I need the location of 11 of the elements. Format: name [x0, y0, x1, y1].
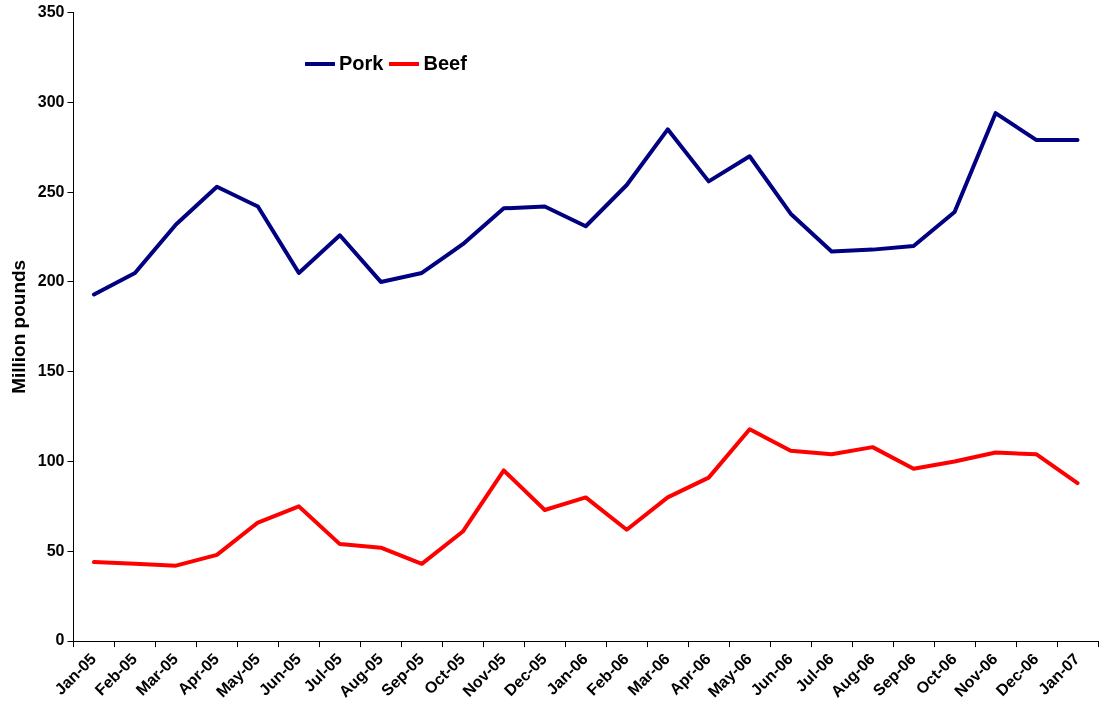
y-axis-title: Million pounds — [7, 259, 29, 394]
y-tick-label: 200 — [37, 272, 65, 290]
legend-label: Pork — [339, 52, 384, 75]
y-tick-label: 0 — [55, 631, 65, 649]
y-tick-label: 100 — [37, 451, 65, 469]
legend-label: Beef — [423, 52, 467, 75]
y-tick-label: 150 — [37, 362, 65, 380]
y-tick-label: 350 — [37, 3, 65, 21]
y-tick-label: 300 — [37, 92, 65, 110]
y-tick-label: 50 — [46, 541, 65, 559]
y-tick-label: 250 — [37, 182, 65, 200]
